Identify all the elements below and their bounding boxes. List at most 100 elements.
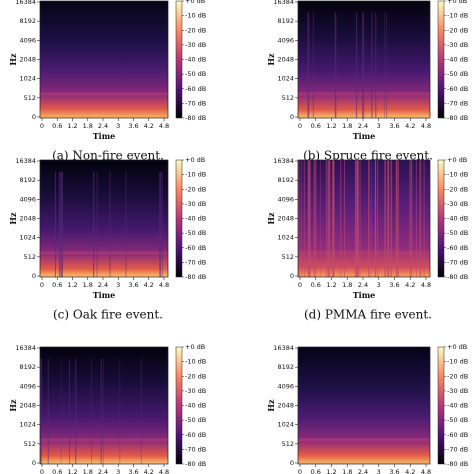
colorbar-tick-label: -10 dB — [185, 358, 206, 366]
colorbar-tick-label: -70 dB — [185, 258, 206, 266]
colorbar-tick-label: -70 dB — [185, 99, 206, 107]
x-tick-label: 4.8 — [159, 468, 169, 474]
colorbar — [437, 346, 445, 465]
colorbar — [175, 346, 183, 465]
colorbar-tick-label: -40 dB — [185, 215, 206, 223]
colorbar-tick-label: -70 dB — [447, 99, 468, 107]
y-tick-label: 16384 — [273, 157, 294, 165]
y-tick-label: 1024 — [19, 75, 36, 83]
colorbar-tick-label: -30 dB — [185, 387, 206, 395]
colorbar — [175, 159, 183, 278]
y-tick-label: 8192 — [277, 17, 294, 25]
colorbar-tick-label: -80 dB — [185, 460, 206, 468]
x-tick-label: 2.4 — [98, 468, 108, 474]
colorbar-tick-label: -70 dB — [185, 445, 206, 453]
y-tick-label: 512 — [24, 94, 36, 102]
y-tick-label: 16384 — [15, 344, 36, 352]
x-tick-label: 0.6 — [311, 281, 321, 289]
colorbar-tick-label: -20 dB — [185, 185, 206, 193]
colorbar-tick-label: -30 dB — [185, 200, 206, 208]
y-tick-label: 0 — [290, 272, 294, 280]
x-tick-label: 3 — [116, 468, 120, 474]
colorbar — [437, 0, 445, 119]
y-tick-label: 512 — [24, 440, 36, 448]
x-tick-label: 0 — [298, 122, 302, 130]
x-tick-label: 0.6 — [311, 122, 321, 130]
colorbar-tick-label: -80 dB — [447, 460, 468, 468]
x-tick-label: 2.4 — [358, 468, 368, 474]
x-tick-label: 1.8 — [83, 468, 93, 474]
y-tick-label: 8192 — [19, 363, 36, 371]
x-tick-label: 4.2 — [405, 468, 415, 474]
x-tick-label: 1.8 — [342, 122, 352, 130]
colorbar-tick-label: -30 dB — [185, 41, 206, 49]
x-tick-label: 0 — [40, 281, 44, 289]
colorbar-tick-label: -60 dB — [185, 85, 206, 93]
x-tick-label: 0.6 — [52, 281, 62, 289]
x-tick-label: 4.8 — [421, 122, 431, 130]
x-tick-label: 2.4 — [98, 122, 108, 130]
x-tick-label: 3 — [377, 281, 381, 289]
spectrogram-band — [40, 438, 168, 442]
x-axis-label: Time — [93, 290, 116, 300]
y-tick-label: 0 — [32, 272, 36, 280]
colorbar-tick-label: +0 dB — [447, 0, 467, 5]
y-tick-label: 1024 — [19, 421, 36, 429]
spectrogram — [40, 347, 168, 464]
colorbar-tick-label: +0 dB — [447, 156, 467, 164]
caption: (d) PMMA fire event. — [304, 308, 432, 322]
colorbar-tick-label: +0 dB — [185, 0, 205, 5]
colorbar-tick-label: -30 dB — [447, 41, 468, 49]
x-tick-label: 1.2 — [326, 122, 336, 130]
x-tick-label: 1.8 — [342, 468, 352, 474]
colorbar-tick-label: -80 dB — [185, 114, 206, 122]
x-tick-label: 0 — [298, 281, 302, 289]
colorbar-tick-label: -20 dB — [447, 26, 468, 34]
colorbar-tick-label: -80 dB — [447, 273, 468, 281]
y-tick-label: 8192 — [19, 176, 36, 184]
colorbar-tick-label: -40 dB — [447, 402, 468, 410]
x-tick-label: 1.2 — [67, 281, 77, 289]
colorbar-tick-label: -10 dB — [185, 171, 206, 179]
y-tick-label: 1024 — [19, 234, 36, 242]
y-tick-label: 512 — [282, 94, 294, 102]
spectrogram — [298, 160, 430, 277]
y-tick-label: 2048 — [277, 215, 294, 223]
spectrogram-band — [298, 438, 430, 442]
x-tick-label: 3.6 — [128, 281, 138, 289]
y-tick-label: 16384 — [273, 0, 294, 6]
x-tick-label: 4.2 — [144, 468, 154, 474]
colorbar-tick-label: -10 dB — [447, 171, 468, 179]
colorbar-tick-label: -30 dB — [447, 387, 468, 395]
caption: (a) Non-fire event. — [52, 149, 164, 163]
y-tick-label: 2048 — [19, 56, 36, 64]
x-tick-label: 4.8 — [421, 468, 431, 474]
spectrogram-band — [40, 92, 168, 96]
colorbar-tick-label: -60 dB — [447, 431, 468, 439]
y-tick-label: 4096 — [19, 382, 36, 390]
y-tick-label: 4096 — [277, 382, 294, 390]
y-tick-label: 4096 — [19, 195, 36, 203]
y-tick-label: 0 — [290, 459, 294, 467]
y-tick-label: 2048 — [19, 215, 36, 223]
x-tick-label: 4.8 — [159, 281, 169, 289]
colorbar-tick-label: -20 dB — [185, 26, 206, 34]
x-tick-label: 4.2 — [144, 281, 154, 289]
y-tick-label: 1024 — [277, 234, 294, 242]
colorbar-tick-label: +0 dB — [447, 343, 467, 351]
colorbar-tick-label: -70 dB — [447, 258, 468, 266]
spectrogram-band — [40, 251, 168, 255]
y-tick-label: 4096 — [277, 195, 294, 203]
colorbar-tick-label: -60 dB — [185, 244, 206, 252]
colorbar-tick-label: -10 dB — [185, 12, 206, 20]
colorbar-tick-label: +0 dB — [185, 156, 205, 164]
y-axis-label: Hz — [8, 53, 18, 66]
x-tick-label: 3.6 — [389, 468, 399, 474]
spectrogram — [40, 1, 168, 118]
y-tick-label: 4096 — [19, 36, 36, 44]
y-tick-label: 16384 — [15, 157, 36, 165]
y-tick-label: 512 — [282, 253, 294, 261]
colorbar — [175, 0, 183, 119]
x-tick-label: 3 — [377, 468, 381, 474]
